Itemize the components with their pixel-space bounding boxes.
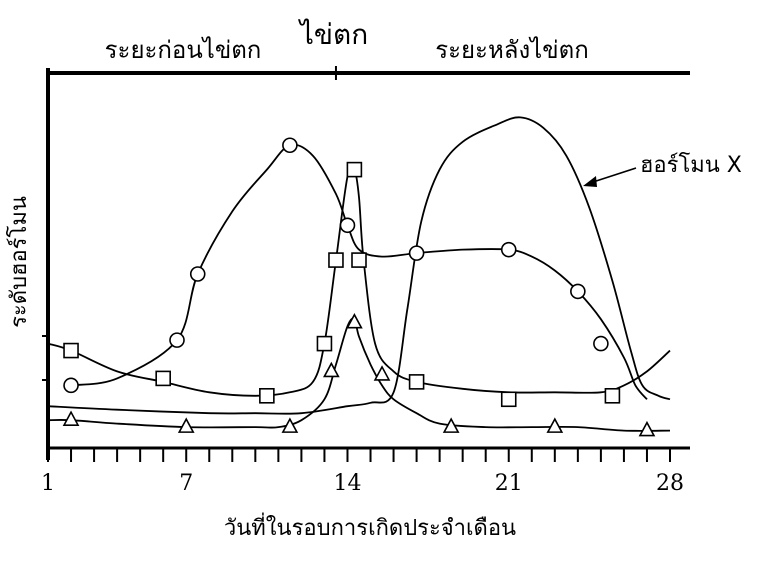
data-point-circle <box>189 266 206 282</box>
data-point-square <box>408 374 425 390</box>
series-line-hormone-x <box>47 116 671 415</box>
x-axis-label: วันที่ในรอบการเกิดประจำเดือน <box>224 512 516 541</box>
series-line-square <box>47 165 671 397</box>
phase-after-label: ระยะหลังไข่ตก <box>435 36 589 64</box>
data-point-square <box>328 252 344 268</box>
data-point-triangle <box>638 420 656 437</box>
data-point-circle <box>169 332 185 348</box>
data-point-square <box>316 335 333 352</box>
data-point-square <box>259 387 275 404</box>
data-point-circle <box>282 137 298 154</box>
y-axis-label: ระดับฮอร์โมน <box>6 196 32 328</box>
annotation-arrow-line <box>589 167 637 184</box>
data-point-circle <box>63 377 79 394</box>
x-tick-label: 21 <box>495 471 523 496</box>
data-point-circle <box>593 335 609 352</box>
x-tick-label: 1 <box>41 471 55 496</box>
data-point-triangle <box>62 410 80 426</box>
data-point-square <box>63 342 79 359</box>
data-point-square <box>604 387 621 404</box>
data-point-square <box>500 391 517 408</box>
data-point-triangle <box>442 417 460 433</box>
data-point-circle <box>500 241 517 258</box>
phase-before-label: ระยะก่อนไข่ตก <box>105 36 262 64</box>
x-tick-label: 14 <box>333 471 361 496</box>
series-line-triangle <box>47 317 671 432</box>
data-point-circle <box>408 245 425 261</box>
data-point-triangle <box>373 365 391 381</box>
x-tick-label: 7 <box>179 471 193 496</box>
series-line-circle <box>70 143 648 400</box>
phase-ovulation-label: ไข่ตก <box>298 18 368 51</box>
data-point-square <box>346 161 363 178</box>
marker-layer <box>62 137 656 437</box>
annotation-arrow-head <box>583 176 597 187</box>
data-point-square <box>351 252 367 268</box>
x-tick-label: 28 <box>656 471 684 496</box>
data-point-circle <box>570 283 586 300</box>
data-point-triangle <box>546 417 564 433</box>
data-point-triangle <box>281 417 299 433</box>
data-point-triangle <box>177 417 195 433</box>
data-point-square <box>155 370 171 387</box>
x-tick-labels: 1 7 14 21 28 <box>41 471 684 496</box>
data-point-circle <box>339 217 356 234</box>
hormone-x-annotation: ฮอร์โมน X <box>640 152 742 178</box>
data-point-triangle <box>346 313 363 329</box>
data-point-triangle <box>323 361 340 378</box>
x-tick-marks <box>47 448 671 462</box>
